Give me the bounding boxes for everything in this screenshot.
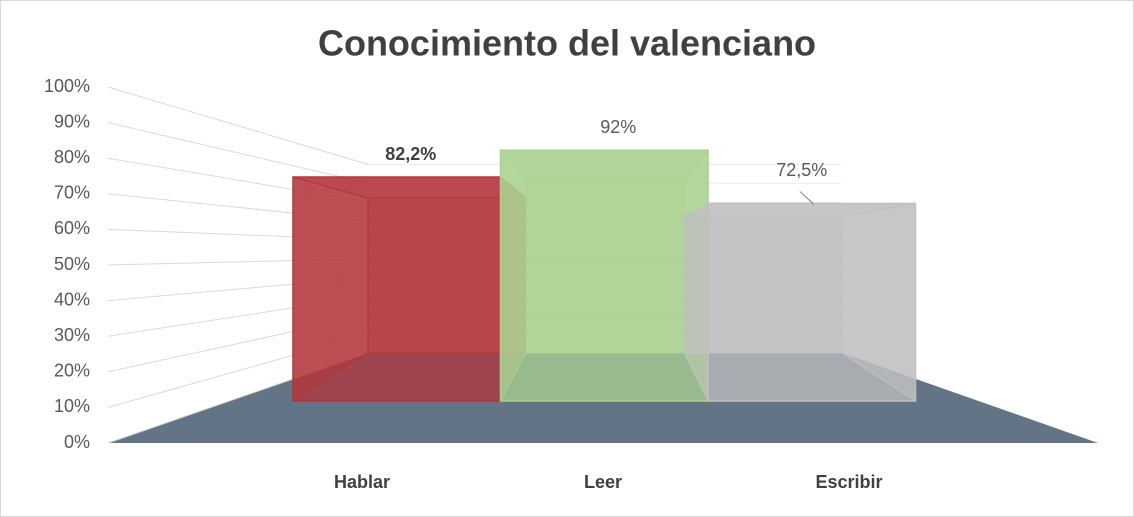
chart-title: Conocimiento del valenciano — [318, 23, 816, 64]
y-tick-label: 60% — [54, 218, 90, 238]
y-tick-label: 10% — [54, 396, 90, 416]
grid-line — [107, 86, 369, 165]
y-tick-label: 20% — [54, 361, 90, 381]
y-tick-label: 40% — [54, 289, 90, 309]
x-tick-label: Hablar — [334, 472, 390, 492]
bar — [707, 202, 917, 402]
y-tick-label: 90% — [54, 111, 90, 131]
y-tick-label: 30% — [54, 325, 90, 345]
bar — [292, 176, 502, 402]
data-label: 72,5% — [776, 160, 827, 180]
grid-line — [107, 122, 369, 184]
y-tick-label: 80% — [54, 147, 90, 167]
y-tick-label: 50% — [54, 254, 90, 274]
leader-line — [799, 191, 815, 205]
data-label: 82,2% — [385, 144, 436, 164]
bar — [499, 149, 709, 402]
data-label: 92% — [600, 117, 636, 137]
x-tick-label: Escribir — [815, 472, 882, 492]
y-tick-label: 100% — [44, 76, 90, 96]
x-tick-label: Leer — [584, 472, 622, 492]
y-tick-label: 70% — [54, 183, 90, 203]
y-tick-label: 0% — [64, 432, 90, 452]
